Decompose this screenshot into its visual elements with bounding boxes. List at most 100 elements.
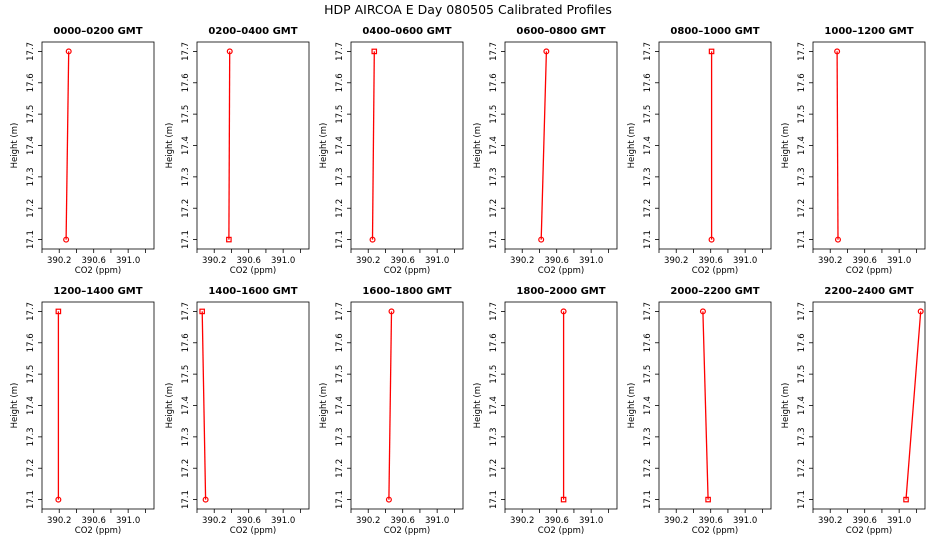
y-tick-label: 17.1 — [181, 230, 191, 249]
profile-panel: 2200–2400 GMT 390.2 390.6 391.0 17.1 17.2 17.3… — [781, 286, 926, 536]
data-point — [708, 48, 715, 55]
x-tick-label: 391.0 — [425, 516, 449, 526]
x-tick-label: 390.6 — [699, 516, 723, 526]
y-tick-label: 17.5 — [797, 105, 807, 124]
y-tick-label: 17.4 — [797, 396, 807, 415]
x-tick-label: 390.2 — [356, 516, 380, 526]
profile-panel: 0600–0800 GMT 390.2 390.6 391.0 17.1 17.2 17.3… — [473, 26, 618, 276]
y-tick-label: 17.1 — [489, 490, 499, 509]
y-tick-label: 17.7 — [181, 42, 191, 61]
profile-panel: 2000–2200 GMT 390.2 390.6 391.0 17.1 17.2 17.3… — [627, 286, 772, 536]
x-axis-label: CO2 (ppm) — [692, 526, 738, 536]
y-tick-label: 17.5 — [335, 105, 345, 124]
profile-panel: 0800–1000 GMT 390.2 390.6 391.0 17.1 17.2 17.3… — [627, 26, 772, 276]
co2-profile-line — [371, 51, 375, 240]
y-axis-label: Height (m) — [473, 383, 483, 429]
x-tick-label: 390.6 — [545, 516, 569, 526]
x-tick-label: 391.0 — [579, 516, 603, 526]
data-point — [199, 308, 205, 315]
y-tick-label: 17.2 — [181, 199, 191, 218]
x-axis-label: CO2 (ppm) — [230, 266, 276, 276]
x-axis-label: CO2 (ppm) — [538, 526, 584, 536]
y-tick-label: 17.5 — [335, 365, 345, 384]
data-point — [65, 48, 72, 55]
y-tick-label: 17.2 — [797, 459, 807, 478]
y-tick-label: 17.1 — [335, 230, 345, 249]
x-axis-label: CO2 (ppm) — [75, 266, 121, 276]
y-tick-label: 17.3 — [643, 427, 653, 446]
x-tick-label: 391.0 — [425, 256, 449, 266]
co2-profile-line — [836, 51, 839, 240]
y-tick-label: 17.4 — [643, 136, 653, 155]
profile-panel: 0400–0600 GMT 390.2 390.6 391.0 17.1 17.2 17.3… — [319, 26, 464, 276]
y-tick-label: 17.6 — [489, 333, 499, 352]
y-tick-label: 17.2 — [335, 199, 345, 218]
y-tick-label: 17.3 — [489, 427, 499, 446]
x-tick-label: 390.6 — [699, 256, 723, 266]
x-tick-label: 391.0 — [887, 256, 911, 266]
y-axis-label: Height (m) — [627, 123, 637, 169]
data-point — [385, 496, 392, 503]
co2-profile-line — [65, 51, 70, 240]
y-tick-label: 17.7 — [335, 302, 345, 321]
y-tick-label: 17.4 — [643, 396, 653, 415]
data-point — [543, 48, 550, 55]
y-tick-label: 17.6 — [26, 73, 36, 92]
y-tick-label: 17.1 — [797, 490, 807, 509]
profile-panel: 1000–1200 GMT 390.2 390.6 391.0 17.1 17.2 17.3… — [781, 26, 926, 276]
panel-title: 0800–1000 GMT — [670, 26, 759, 37]
y-tick-label: 17.2 — [489, 199, 499, 218]
panel-title: 1200–1400 GMT — [53, 286, 142, 297]
x-tick-label: 391.0 — [116, 256, 140, 266]
y-tick-label: 17.7 — [489, 42, 499, 61]
panel-title: 2000–2200 GMT — [670, 286, 759, 297]
y-tick-label: 17.2 — [181, 459, 191, 478]
data-point — [903, 496, 909, 503]
panel-title: 0600–0800 GMT — [516, 26, 605, 37]
y-tick-label: 17.6 — [26, 333, 36, 352]
y-tick-label: 17.3 — [181, 427, 191, 446]
x-tick-label: 390.6 — [391, 256, 415, 266]
panel-title: 1400–1600 GMT — [208, 286, 297, 297]
x-axis-label: CO2 (ppm) — [230, 526, 276, 536]
data-point — [560, 308, 567, 315]
y-axis-label: Height (m) — [781, 383, 791, 429]
y-tick-label: 17.5 — [181, 105, 191, 124]
y-tick-label: 17.1 — [26, 230, 36, 249]
y-tick-label: 17.1 — [489, 230, 499, 249]
panel-title: 2200–2400 GMT — [824, 286, 913, 297]
y-tick-label: 17.4 — [181, 396, 191, 415]
x-tick-label: 390.2 — [510, 256, 534, 266]
y-tick-label: 17.5 — [643, 365, 653, 384]
y-tick-label: 17.6 — [643, 73, 653, 92]
data-point — [834, 236, 841, 243]
panel-title: 0000–0200 GMT — [53, 26, 142, 37]
y-tick-label: 17.2 — [489, 459, 499, 478]
y-tick-label: 17.3 — [335, 167, 345, 186]
co2-profile-line — [228, 51, 231, 240]
y-tick-label: 17.3 — [489, 167, 499, 186]
y-tick-label: 17.1 — [335, 490, 345, 509]
x-tick-label: 390.2 — [356, 256, 380, 266]
y-tick-label: 17.7 — [797, 42, 807, 61]
x-tick-label: 390.2 — [818, 516, 842, 526]
y-tick-label: 17.6 — [797, 73, 807, 92]
x-tick-label: 391.0 — [733, 516, 757, 526]
x-tick-label: 390.2 — [202, 256, 226, 266]
y-tick-label: 17.6 — [335, 73, 345, 92]
x-axis-label: CO2 (ppm) — [692, 266, 738, 276]
y-tick-label: 17.1 — [643, 230, 653, 249]
profile-panel: 1200–1400 GMT 390.2 390.6 391.0 17.1 17.2 17.3… — [10, 286, 155, 536]
x-tick-label: 391.0 — [579, 256, 603, 266]
y-tick-label: 17.3 — [26, 167, 36, 186]
x-tick-label: 391.0 — [887, 516, 911, 526]
figure-title: HDP AIRCOA E Day 080505 Calibrated Profi… — [324, 2, 612, 17]
y-tick-label: 17.5 — [181, 365, 191, 384]
data-point — [699, 308, 706, 315]
y-axis-label: Height (m) — [319, 383, 329, 429]
data-point — [388, 308, 395, 315]
x-tick-label: 390.2 — [664, 256, 688, 266]
x-axis-label: CO2 (ppm) — [384, 526, 430, 536]
y-tick-label: 17.5 — [797, 365, 807, 384]
